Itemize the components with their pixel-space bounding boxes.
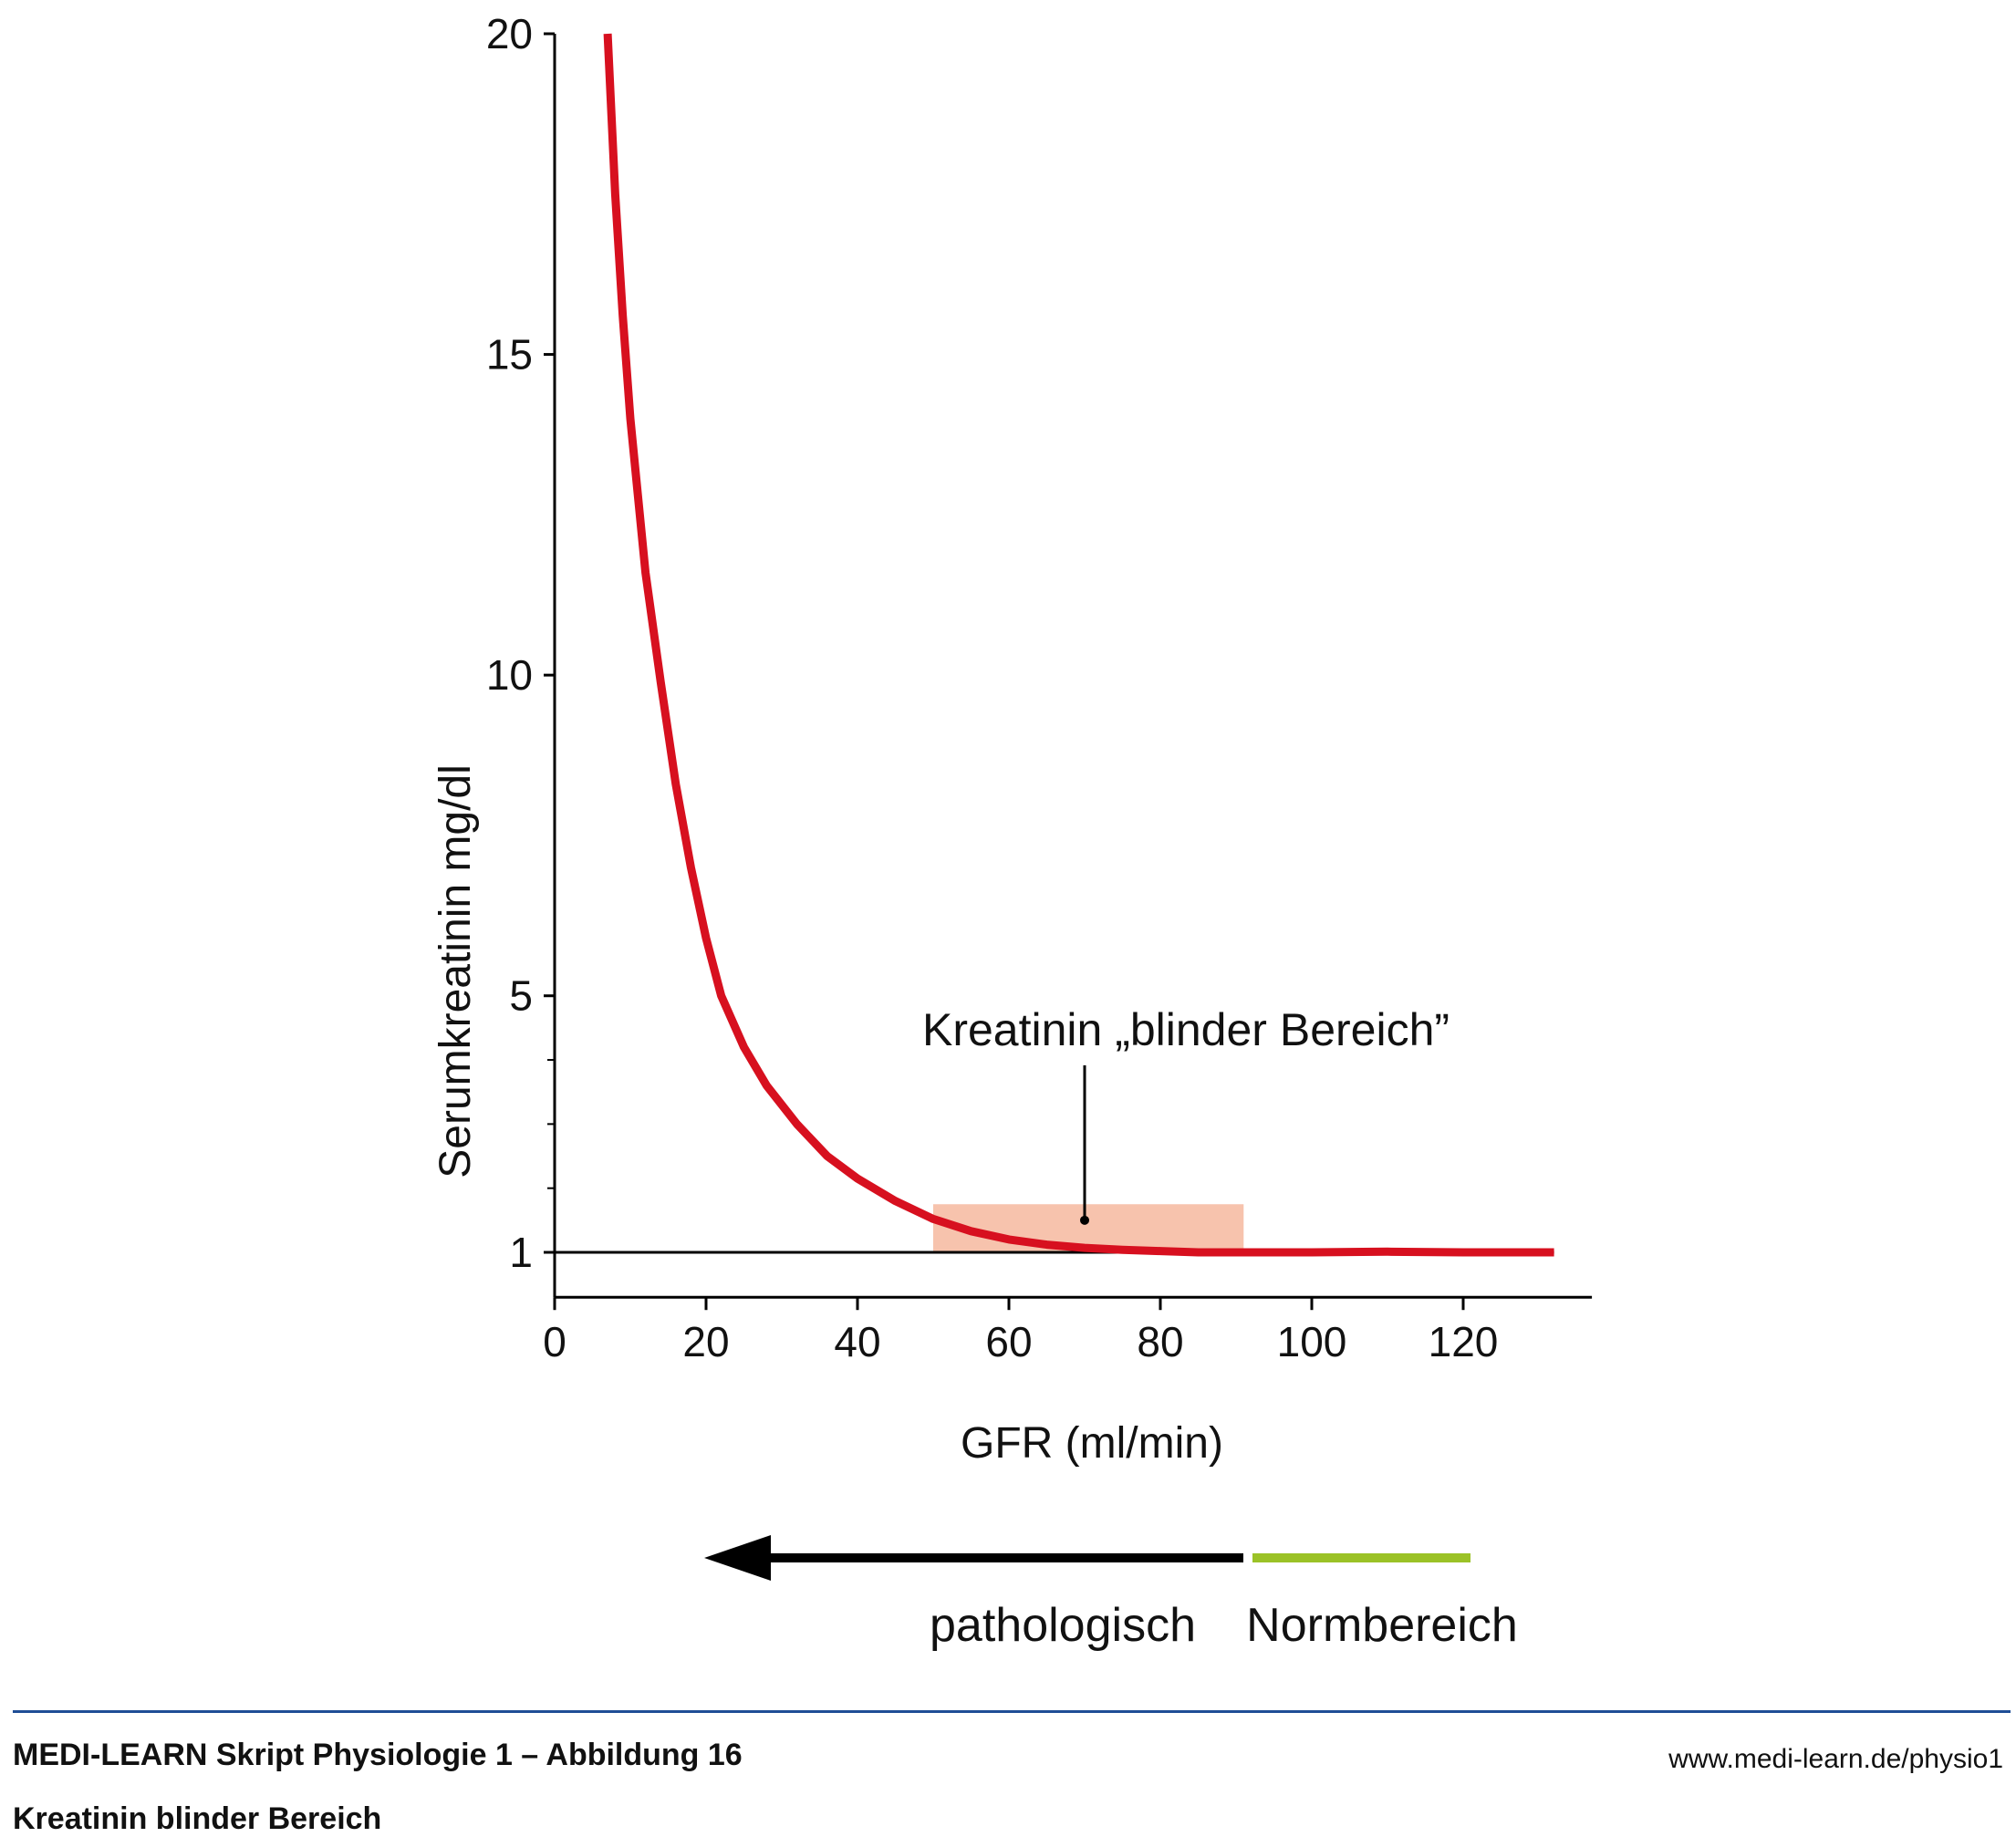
x-tick-label: 100 (1277, 1318, 1347, 1365)
pathological-label: pathologisch (930, 1599, 1196, 1652)
footer-title: MEDI-LEARN Skript Physiologie 1 – Abbild… (13, 1738, 743, 1772)
x-tick-label: 40 (834, 1318, 880, 1365)
footer-url: www.medi-learn.de/physio1 (1668, 1744, 2003, 1774)
x-tick-label: 0 (543, 1318, 566, 1365)
x-tick-label: 60 (985, 1318, 1032, 1365)
footer-subtitle: Kreatinin blinder Bereich (13, 1801, 382, 1836)
normal-range-label: Normbereich (1246, 1599, 1518, 1652)
blind-zone-annotation: Kreatinin „blinder Bereich” (922, 1004, 1450, 1055)
y-tick-label: 20 (486, 10, 533, 57)
x-axis-label: GFR (ml/min) (961, 1419, 1223, 1468)
footer-rule (13, 1710, 2011, 1713)
y-tick-label: 5 (509, 972, 533, 1020)
y-axis-label: Serumkreatinin mg/dl (431, 764, 480, 1178)
pathological-arrow-head (704, 1535, 771, 1581)
y-tick-label: 1 (509, 1229, 533, 1276)
x-tick-label: 80 (1137, 1318, 1183, 1365)
x-tick-label: 20 (682, 1318, 729, 1365)
x-ticks: 0 20 40 60 80 100 120 (543, 1297, 1498, 1365)
x-tick-label: 120 (1429, 1318, 1499, 1365)
y-tick-label: 10 (486, 651, 533, 699)
data-curve (603, 33, 1554, 1257)
y-tick-label: 15 (486, 331, 533, 379)
annotation-dot (1080, 1215, 1089, 1225)
